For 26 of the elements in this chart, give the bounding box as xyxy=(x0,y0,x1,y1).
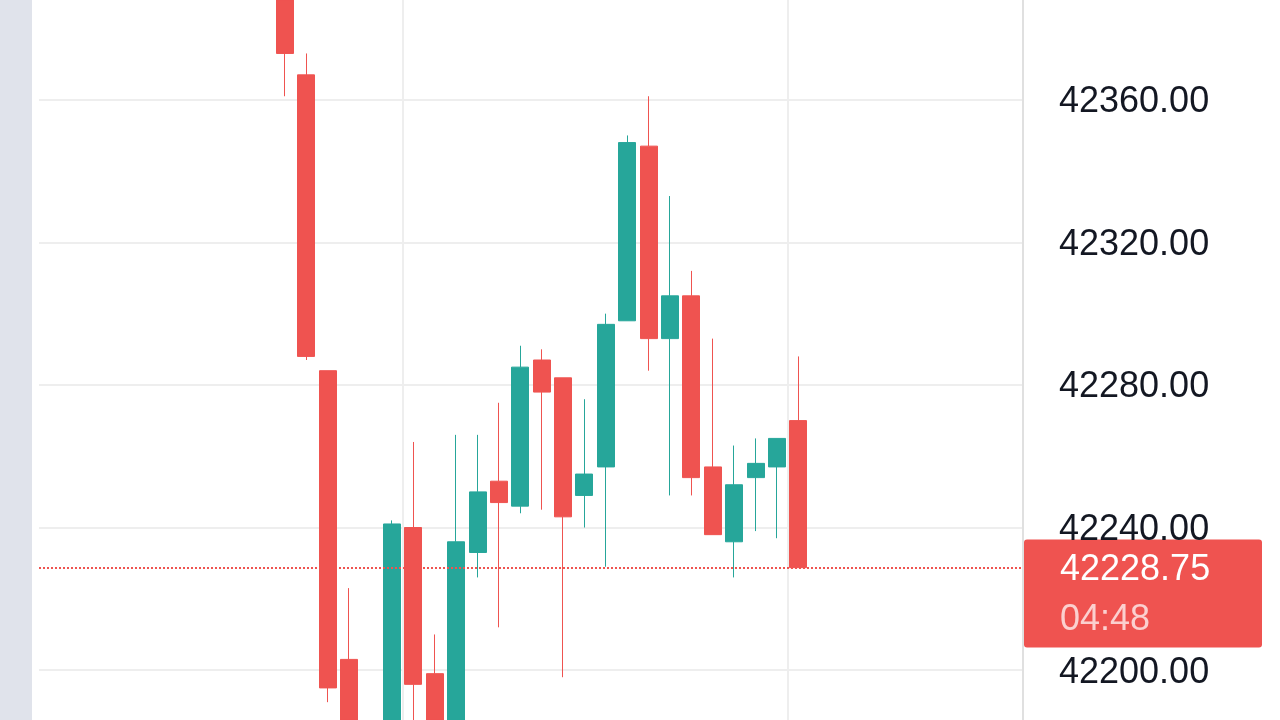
candlestick xyxy=(469,434,487,578)
candlestick xyxy=(447,434,465,720)
candlestick xyxy=(661,195,679,496)
candlestick xyxy=(276,0,294,97)
y-tick-label: 42360.00 xyxy=(1059,79,1210,121)
text: 04:48 xyxy=(1060,597,1151,639)
candlestick xyxy=(618,134,636,322)
y-tick-label: 42240.00 xyxy=(1059,507,1210,549)
candlestick xyxy=(533,348,551,511)
y-tick-label: 42320.00 xyxy=(1059,221,1210,263)
candlestick xyxy=(597,313,615,568)
y-tick-label: 42280.00 xyxy=(1059,364,1210,406)
candlestick xyxy=(704,338,722,536)
candlestick xyxy=(340,587,358,720)
y-tick-label: 42200.00 xyxy=(1059,649,1210,691)
candlestick xyxy=(383,519,401,720)
candlestick xyxy=(725,445,743,578)
candlestick xyxy=(297,52,315,361)
candlestick xyxy=(747,437,765,532)
ref-line-label: 42228.75 xyxy=(1060,547,1211,589)
candlestick xyxy=(768,437,786,539)
candlestick xyxy=(640,95,658,372)
candlestick xyxy=(682,270,700,496)
candlestick xyxy=(575,398,593,529)
candlestick xyxy=(426,633,444,720)
candlestick xyxy=(511,345,529,514)
